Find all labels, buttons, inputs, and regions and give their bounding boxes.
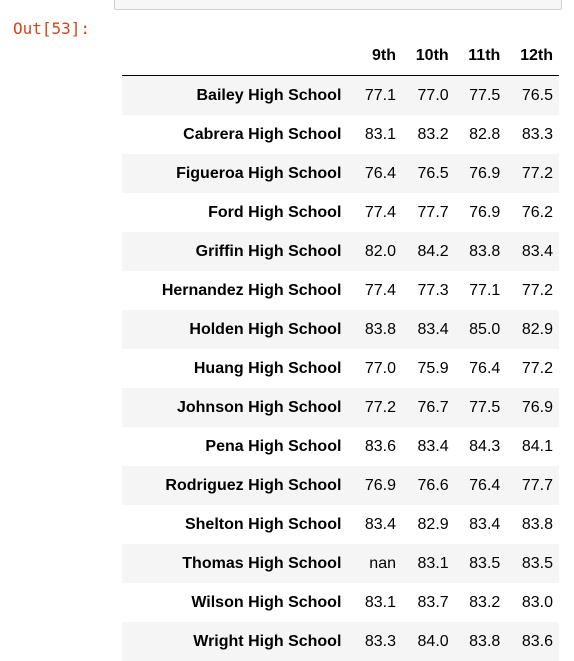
column-header: 11th [455,37,507,76]
table-row: Cabrera High School 83.1 83.2 82.8 83.3 [122,115,559,154]
table-cell: 77.3 [402,271,455,310]
table-cell: 83.8 [351,310,402,349]
table-row: Thomas High School nan 83.1 83.5 83.5 [122,544,559,583]
row-index-label: Holden High School [122,310,351,349]
table-cell: 83.2 [455,583,507,622]
row-index-label: Figueroa High School [122,154,351,193]
table-cell: 83.8 [455,622,507,661]
table-row: Bailey High School 77.1 77.0 77.5 76.5 [122,76,559,116]
row-index-label: Hernandez High School [122,271,351,310]
table-cell: 83.5 [455,544,507,583]
table-cell: 83.4 [351,505,402,544]
header-row: 9th 10th 11th 12th [122,37,559,76]
table-cell: 83.4 [506,232,559,271]
table-cell: 77.0 [351,349,402,388]
index-header [122,37,351,76]
table-cell: 76.5 [506,76,559,116]
table-row: Ford High School 77.4 77.7 76.9 76.2 [122,193,559,232]
table-cell: 76.9 [455,193,507,232]
table-cell: 83.4 [402,310,455,349]
table-cell: 76.9 [506,388,559,427]
row-index-label: Griffin High School [122,232,351,271]
table-row: Holden High School 83.8 83.4 85.0 82.9 [122,310,559,349]
column-header: 10th [402,37,455,76]
table-cell: 76.5 [402,154,455,193]
table-row: Hernandez High School 77.4 77.3 77.1 77.2 [122,271,559,310]
table-cell: 83.8 [506,505,559,544]
table-cell: 77.1 [455,271,507,310]
table-cell: 83.6 [351,427,402,466]
table-cell: 76.9 [455,154,507,193]
row-index-label: Johnson High School [122,388,351,427]
row-index-label: Rodriguez High School [122,466,351,505]
table-cell: 76.4 [455,466,507,505]
table-cell: 82.9 [402,505,455,544]
table-cell: 75.9 [402,349,455,388]
table-cell: 83.8 [455,232,507,271]
table-cell: 83.4 [455,505,507,544]
dataframe-table: 9th 10th 11th 12th Bailey High School 77.… [122,37,559,661]
table-cell: 83.1 [351,583,402,622]
table-cell: 77.4 [351,271,402,310]
table-cell: 83.2 [402,115,455,154]
row-index-label: Huang High School [122,349,351,388]
table-row: Johnson High School 77.2 76.7 77.5 76.9 [122,388,559,427]
table-cell: 84.3 [455,427,507,466]
table-cell: 76.2 [506,193,559,232]
table-cell: 83.1 [351,115,402,154]
table-row: Pena High School 83.6 83.4 84.3 84.1 [122,427,559,466]
table-row: Wright High School 83.3 84.0 83.8 83.6 [122,622,559,661]
table-cell: 83.3 [351,622,402,661]
table-cell: 77.1 [351,76,402,116]
table-cell: 82.8 [455,115,507,154]
previous-cell-edge[interactable] [114,0,562,10]
row-index-label: Wilson High School [122,583,351,622]
table-cell: nan [351,544,402,583]
row-index-label: Thomas High School [122,544,351,583]
table-cell: 76.4 [351,154,402,193]
table-cell: 84.0 [402,622,455,661]
table-cell: 77.4 [351,193,402,232]
table-cell: 76.7 [402,388,455,427]
table-cell: 84.1 [506,427,559,466]
table-cell: 77.2 [351,388,402,427]
table-cell: 84.2 [402,232,455,271]
table-cell: 77.0 [402,76,455,116]
row-index-label: Wright High School [122,622,351,661]
column-header: 12th [506,37,559,76]
table-cell: 77.7 [506,466,559,505]
table-cell: 77.2 [506,154,559,193]
table-cell: 76.9 [351,466,402,505]
table-row: Rodriguez High School 76.9 76.6 76.4 77.7 [122,466,559,505]
table-cell: 85.0 [455,310,507,349]
output-prompt: Out[53]: [13,19,90,38]
row-index-label: Bailey High School [122,76,351,116]
table-cell: 83.5 [506,544,559,583]
table-row: Huang High School 77.0 75.9 76.4 77.2 [122,349,559,388]
table-cell: 83.4 [402,427,455,466]
table-cell: 83.3 [506,115,559,154]
column-header: 9th [351,37,402,76]
table-row: Shelton High School 83.4 82.9 83.4 83.8 [122,505,559,544]
row-index-label: Pena High School [122,427,351,466]
table-cell: 83.7 [402,583,455,622]
table-row: Wilson High School 83.1 83.7 83.2 83.0 [122,583,559,622]
table-row: Figueroa High School 76.4 76.5 76.9 77.2 [122,154,559,193]
table-cell: 77.5 [455,76,507,116]
row-index-label: Ford High School [122,193,351,232]
table-cell: 82.9 [506,310,559,349]
table-cell: 83.1 [402,544,455,583]
table-cell: 77.5 [455,388,507,427]
row-index-label: Cabrera High School [122,115,351,154]
table-cell: 77.2 [506,349,559,388]
table-cell: 76.6 [402,466,455,505]
table-cell: 76.4 [455,349,507,388]
row-index-label: Shelton High School [122,505,351,544]
table-cell: 82.0 [351,232,402,271]
table-cell: 77.2 [506,271,559,310]
table-cell: 83.6 [506,622,559,661]
table-cell: 83.0 [506,583,559,622]
table-cell: 77.7 [402,193,455,232]
table-row: Griffin High School 82.0 84.2 83.8 83.4 [122,232,559,271]
